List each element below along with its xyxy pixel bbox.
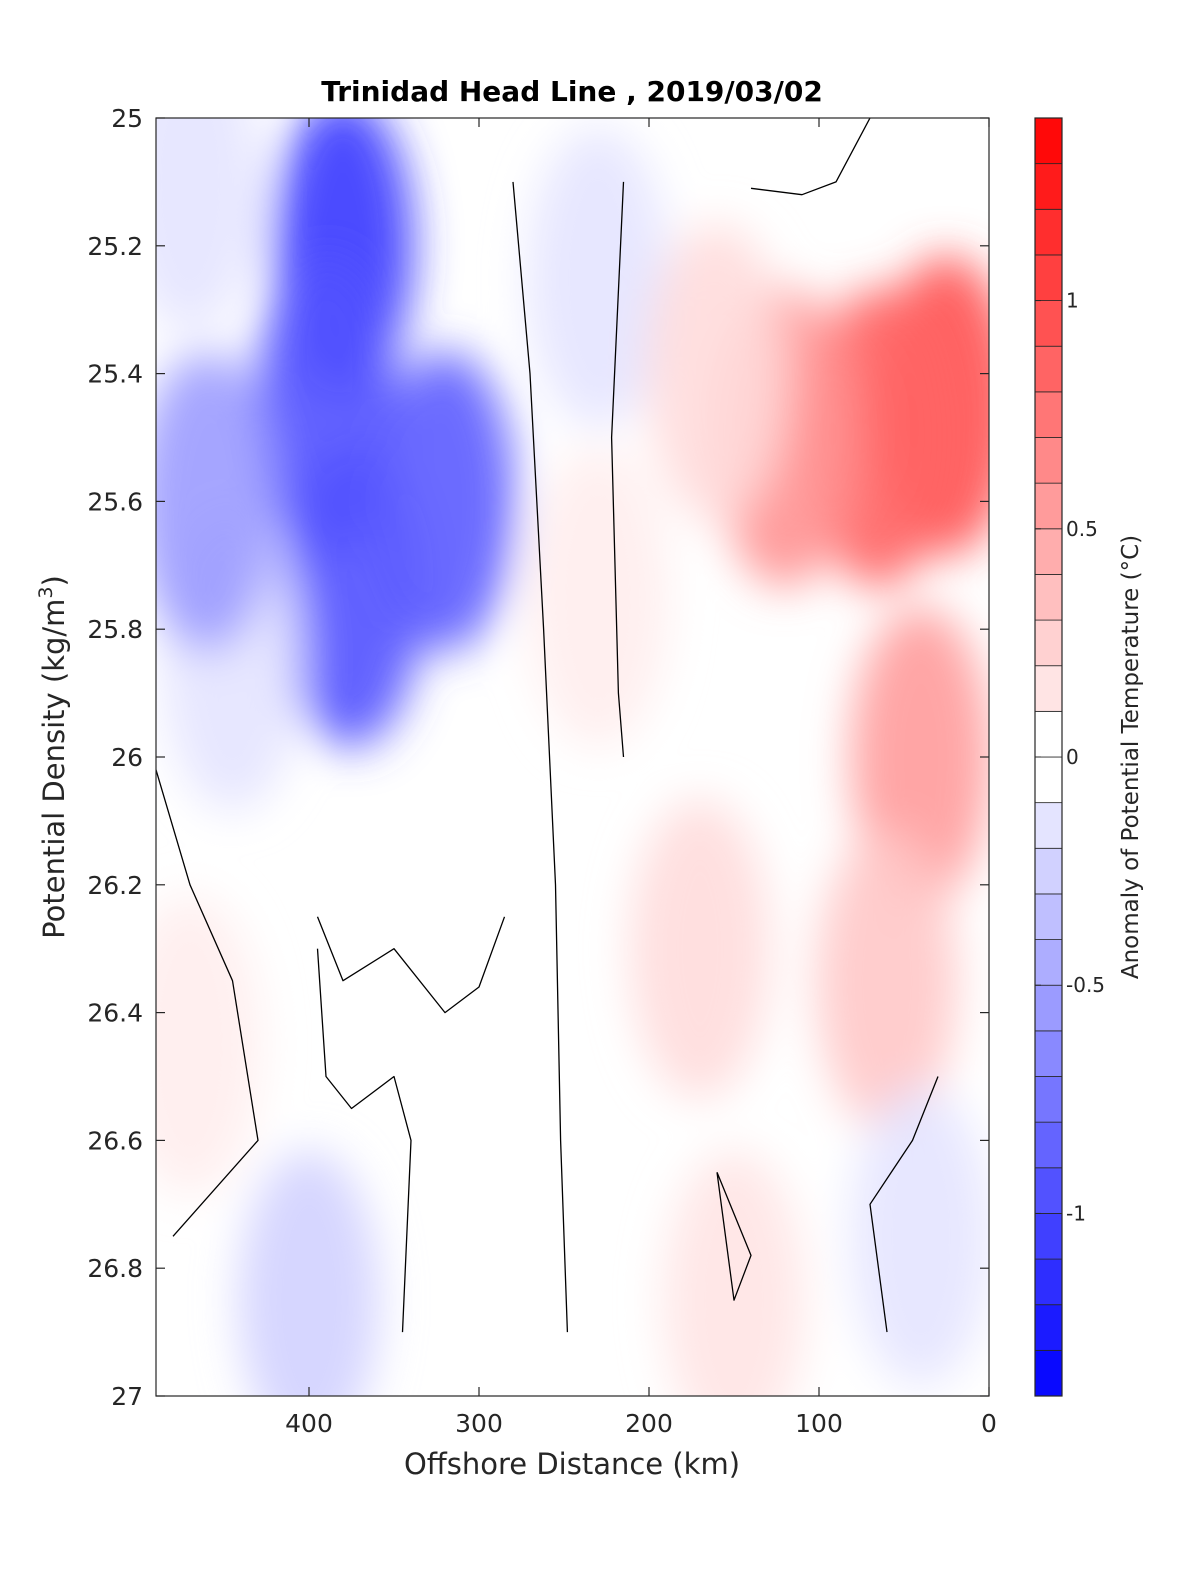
anomaly-feature-14 — [630, 798, 770, 1099]
anomaly-feature-18 — [664, 1150, 804, 1396]
colorbar — [1034, 117, 1063, 1397]
zero-contours — [156, 118, 939, 1333]
y-tick-label: 26.6 — [87, 1126, 143, 1155]
anomaly-field — [156, 118, 989, 1396]
x-axis-label: Offshore Distance (km) — [404, 1447, 740, 1481]
colorbar-ticks: 1 0.5 0 -0.5 -1 — [1035, 289, 1105, 1225]
x-axis: 400 300 200 100 0 — [285, 118, 997, 1438]
colorbar-band — [1034, 1258, 1063, 1306]
anomaly-feature-4 — [156, 118, 260, 332]
colorbar-tick-label: 1 — [1066, 289, 1079, 313]
colorbar-band — [1034, 1167, 1063, 1214]
zero-contour-5 — [750, 118, 871, 196]
anomaly-feature-17 — [851, 1086, 989, 1387]
anomaly-feature-16 — [239, 1150, 379, 1396]
anomaly-feature-19 — [156, 894, 260, 1195]
y-axis-label-main: Potential Density (kg/m — [37, 599, 71, 939]
y-axis-label: Potential Density (kg/m3) — [35, 575, 71, 939]
zero-contour-1 — [610, 181, 625, 758]
anomaly-feature-15 — [817, 830, 957, 1131]
y-tick-label: 26.8 — [87, 1254, 143, 1283]
colorbar-band — [1034, 254, 1063, 301]
colorbar-band — [1034, 939, 1063, 986]
anomaly-feature-12 — [647, 223, 787, 524]
y-tick-label: 25.4 — [87, 360, 143, 389]
zero-contour-7 — [869, 1076, 939, 1333]
y-axis-label-superscript: 3 — [35, 586, 57, 598]
colorbar-band — [1034, 345, 1063, 393]
colorbar-tick-label: 0.5 — [1066, 517, 1098, 541]
colorbar-band — [1034, 528, 1063, 575]
y-tick-label: 25 — [111, 104, 143, 133]
anomaly-feature-6 — [156, 351, 277, 652]
colorbar-band — [1034, 984, 1063, 1032]
colorbar-band — [1034, 163, 1063, 210]
colorbar-band — [1034, 847, 1063, 895]
colorbar-band — [1034, 1030, 1063, 1077]
colorbar-band — [1034, 893, 1063, 940]
x-tick-label: 300 — [455, 1409, 503, 1438]
zero-contour-0 — [512, 181, 569, 1333]
zero-contour-2 — [156, 769, 259, 1237]
colorbar-band — [1034, 710, 1063, 758]
colorbar-band — [1034, 1076, 1063, 1123]
colorbar-band — [1034, 619, 1063, 667]
y-tick-label: 25.6 — [87, 487, 143, 516]
zero-contour-3 — [316, 916, 506, 1014]
x-tick-label: 100 — [795, 1409, 843, 1438]
zero-contour-6 — [716, 1172, 752, 1301]
colorbar-tick-label: 0 — [1066, 745, 1079, 769]
colorbar-band — [1034, 802, 1063, 849]
colorbar-tick-label: -1 — [1066, 1201, 1086, 1225]
colorbar-band — [1034, 665, 1063, 712]
y-tick-label: 26.2 — [87, 871, 143, 900]
colorbar-label: Anomaly of Potential Temperature (°C) — [1118, 535, 1144, 979]
colorbar-band — [1034, 391, 1063, 438]
y-tick-label: 26 — [111, 743, 143, 772]
colorbar-band — [1034, 208, 1063, 256]
chart-title: Trinidad Head Line , 2019/03/02 — [321, 75, 823, 108]
colorbar-band — [1034, 756, 1063, 804]
colorbar-band — [1034, 437, 1063, 484]
colorbar-band — [1034, 117, 1063, 165]
x-tick-label: 200 — [625, 1409, 673, 1438]
colorbar-band — [1034, 300, 1063, 347]
y-tick-label: 25.2 — [87, 232, 143, 261]
x-tick-label: 400 — [285, 1409, 333, 1438]
colorbar-band — [1034, 1349, 1063, 1397]
colorbar-band — [1034, 1121, 1063, 1169]
colorbar-band — [1034, 1304, 1063, 1351]
y-tick-label: 25.8 — [87, 615, 143, 644]
y-tick-label: 27 — [111, 1382, 143, 1411]
y-tick-label: 26.4 — [87, 999, 143, 1028]
colorbar-tick-label: -0.5 — [1066, 973, 1105, 997]
y-axis: 25 25.2 25.4 25.6 25.8 26 26.2 26.4 26.6 26.8 27 — [87, 104, 989, 1411]
anomaly-feature-3 — [375, 351, 515, 652]
colorbar-band — [1034, 482, 1063, 530]
colorbar-band — [1034, 574, 1063, 621]
y-axis-label-close: ) — [37, 575, 71, 586]
zero-contour-4 — [316, 948, 412, 1333]
colorbar-band — [1034, 1213, 1063, 1260]
anomaly-feature-13 — [528, 447, 668, 748]
x-tick-label: 0 — [981, 1409, 997, 1438]
anomaly-feature-7 — [528, 127, 668, 428]
